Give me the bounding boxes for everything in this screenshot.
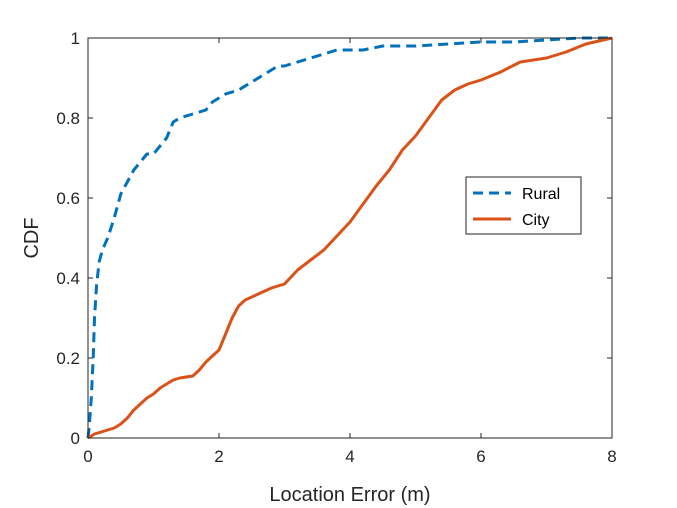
series-line-rural — [86, 36, 612, 439]
y-tick-label: 0.4 — [56, 269, 80, 288]
y-tick-label: 0.2 — [56, 349, 80, 368]
plot-area — [88, 38, 612, 438]
y-tick-label: 1 — [71, 29, 80, 48]
series-line-city — [87, 36, 613, 440]
legend-label-rural: Rural — [522, 186, 560, 203]
series-layer — [86, 36, 613, 440]
y-tick-label: 0.8 — [56, 109, 80, 128]
x-tick-label: 6 — [476, 447, 485, 466]
x-tick-label: 8 — [607, 447, 616, 466]
legend: Rural City — [465, 176, 582, 235]
plot-frame — [87, 37, 613, 439]
x-tick-label: 2 — [214, 447, 223, 466]
y-axis-label: CDF — [21, 217, 43, 258]
x-tick-label: 0 — [83, 447, 92, 466]
legend-box — [465, 176, 582, 235]
y-tick-label: 0.6 — [56, 189, 80, 208]
y-tick-label: 0 — [71, 429, 80, 448]
x-tick-label: 4 — [345, 447, 354, 466]
x-axis-label: Location Error (m) — [269, 484, 430, 506]
legend-label-city: City — [522, 212, 550, 229]
